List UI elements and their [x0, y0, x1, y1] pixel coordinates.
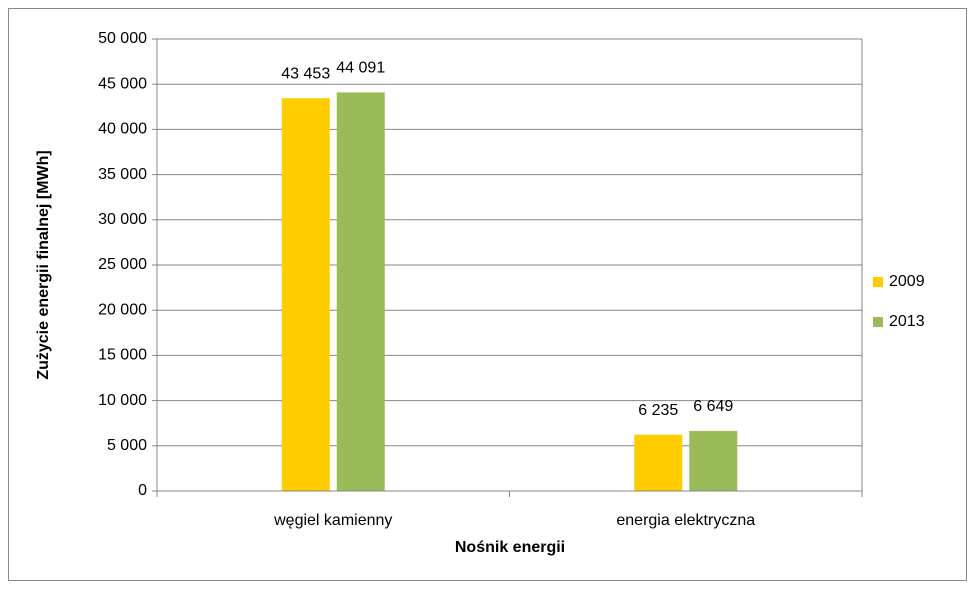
legend-swatch	[873, 317, 883, 327]
bar	[689, 430, 738, 491]
data-label: 43 453	[281, 65, 330, 82]
data-label: 44 091	[336, 60, 385, 77]
y-tick-label: 0	[138, 482, 147, 499]
bar	[336, 92, 385, 491]
legend-swatch	[873, 277, 883, 287]
y-tick-label: 35 000	[98, 166, 147, 183]
bar	[281, 98, 330, 492]
data-label: 6 649	[693, 398, 733, 415]
legend-label: 2009	[889, 273, 925, 290]
y-axis-label: Zużycie energii finalnej [MWh]	[35, 150, 52, 379]
y-tick-label: 40 000	[98, 121, 147, 138]
y-tick-label: 10 000	[98, 392, 147, 409]
x-axis-label: Nośnik energii	[455, 539, 565, 556]
chart-border	[8, 8, 967, 581]
y-tick-label: 15 000	[98, 347, 147, 364]
y-tick-label: 25 000	[98, 256, 147, 273]
x-tick-label: energia elektryczna	[616, 512, 755, 529]
data-label: 6 235	[638, 402, 678, 419]
legend-label: 2013	[889, 313, 925, 330]
y-tick-label: 20 000	[98, 301, 147, 318]
y-tick-label: 30 000	[98, 211, 147, 228]
y-tick-label: 5 000	[107, 437, 147, 454]
y-tick-label: 45 000	[98, 75, 147, 92]
bar	[634, 434, 683, 491]
x-tick-label: węgiel kamienny	[273, 512, 392, 529]
y-tick-label: 50 000	[98, 30, 147, 47]
